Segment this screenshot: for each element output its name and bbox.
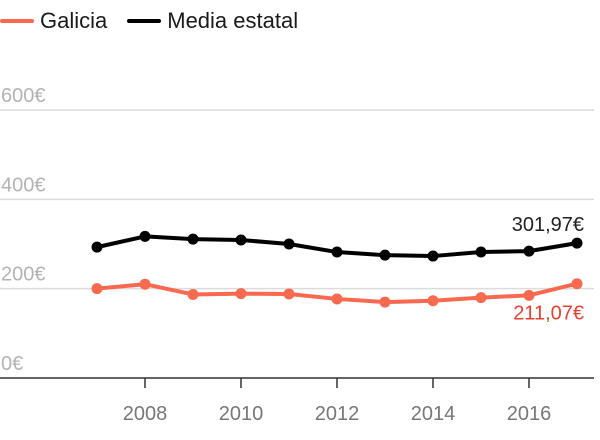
legend-label-media-estatal: Media estatal [167, 8, 299, 33]
legend-swatch-galicia [0, 19, 34, 23]
chart-legend: Galicia Media estatal [0, 6, 318, 36]
y-tick-label: 0€ [1, 353, 23, 375]
legend-swatch-media-estatal [127, 19, 162, 23]
y-tick-label: 200€ [1, 264, 46, 286]
data-point-media-estatal [427, 250, 439, 262]
data-point-media-estatal [475, 246, 487, 258]
data-point-galicia [139, 278, 151, 290]
data-point-media-estatal [91, 241, 103, 253]
data-point-media-estatal [235, 234, 247, 246]
data-point-galicia [235, 288, 247, 300]
data-point-media-estatal [139, 230, 151, 242]
data-point-media-estatal [523, 245, 535, 257]
data-point-media-estatal [331, 246, 343, 258]
x-tick-label: 2016 [507, 403, 552, 425]
legend-label-galicia: Galicia [40, 8, 108, 33]
data-point-galicia [379, 296, 391, 308]
y-tick-label: 400€ [1, 174, 46, 196]
data-point-galicia [427, 295, 439, 307]
x-tick-label: 2008 [123, 403, 168, 425]
data-point-galicia [523, 289, 535, 301]
data-point-galicia [475, 292, 487, 304]
data-point-galicia [571, 278, 583, 290]
y-tick-label: 600€ [1, 85, 46, 107]
end-value-label: 211,07€ [513, 303, 584, 325]
x-tick-label: 2012 [315, 403, 360, 425]
legend-item-galicia: Galicia [0, 8, 107, 34]
data-point-media-estatal [571, 237, 583, 249]
data-point-media-estatal [187, 233, 199, 245]
end-value-label: 301,97€ [512, 214, 584, 236]
data-point-galicia [283, 288, 295, 300]
data-point-media-estatal [283, 238, 295, 250]
data-point-galicia [187, 288, 199, 300]
data-point-galicia [91, 283, 103, 295]
data-point-media-estatal [379, 249, 391, 261]
legend-item-media-estatal: Media estatal [127, 8, 298, 34]
data-point-galicia [331, 293, 343, 305]
x-tick-label: 2014 [411, 403, 456, 425]
x-tick-label: 2010 [219, 403, 264, 425]
